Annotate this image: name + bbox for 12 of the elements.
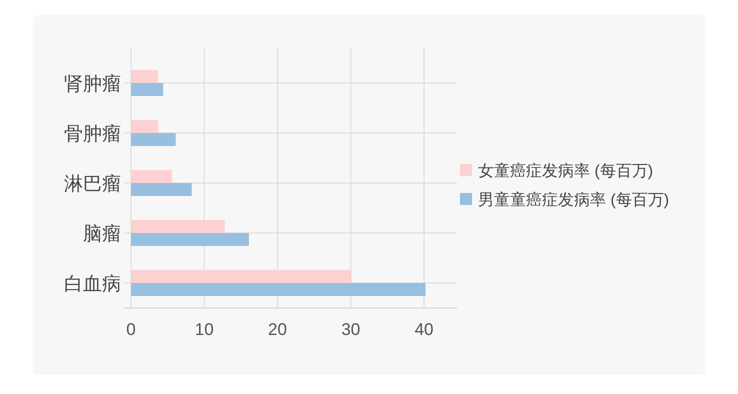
x-tick-label: 0 xyxy=(126,320,136,339)
legend-label: 女童癌症发病率 (每百万) xyxy=(478,162,654,180)
y-tick-label: 肾肿瘤 xyxy=(64,73,121,95)
y-tick-label: 淋巴瘤 xyxy=(64,173,121,195)
y-tick-label: 骨肿瘤 xyxy=(64,123,121,145)
legend-label: 男童童癌症发病率 (每百万) xyxy=(478,191,670,209)
y-tick-label: 脑瘤 xyxy=(83,223,121,245)
x-tick-label: 10 xyxy=(194,320,214,339)
x-tick-label: 40 xyxy=(414,320,434,339)
x-tick-label: 30 xyxy=(341,320,360,339)
y-tick-label: 白血病 xyxy=(64,274,121,295)
x-tick-label: 20 xyxy=(268,320,287,339)
